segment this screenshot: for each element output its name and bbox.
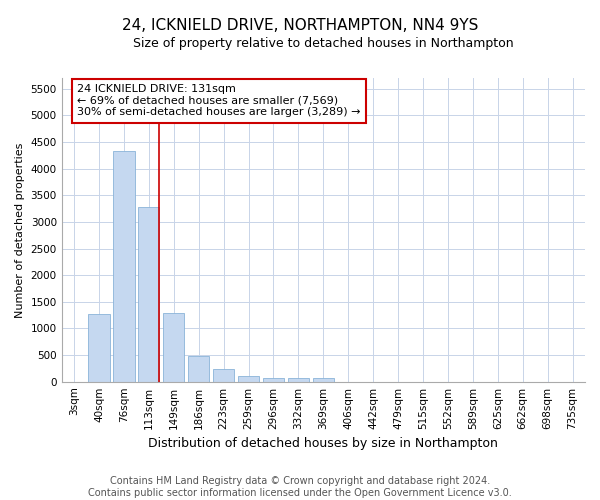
Bar [313, 378, 334, 382]
Text: Contains HM Land Registry data © Crown copyright and database right 2024.
Contai: Contains HM Land Registry data © Crown c… [88, 476, 512, 498]
Bar [238, 376, 259, 382]
Title: Size of property relative to detached houses in Northampton: Size of property relative to detached ho… [133, 38, 514, 51]
Bar [138, 207, 160, 382]
Bar [263, 378, 284, 382]
Bar [113, 151, 134, 382]
Text: 24 ICKNIELD DRIVE: 131sqm
← 69% of detached houses are smaller (7,569)
30% of se: 24 ICKNIELD DRIVE: 131sqm ← 69% of detac… [77, 84, 361, 117]
Y-axis label: Number of detached properties: Number of detached properties [15, 142, 25, 318]
Bar [88, 314, 110, 382]
Bar [163, 313, 184, 382]
Bar [213, 370, 234, 382]
X-axis label: Distribution of detached houses by size in Northampton: Distribution of detached houses by size … [148, 437, 498, 450]
Bar [288, 378, 309, 382]
Text: 24, ICKNIELD DRIVE, NORTHAMPTON, NN4 9YS: 24, ICKNIELD DRIVE, NORTHAMPTON, NN4 9YS [122, 18, 478, 32]
Bar [188, 356, 209, 382]
